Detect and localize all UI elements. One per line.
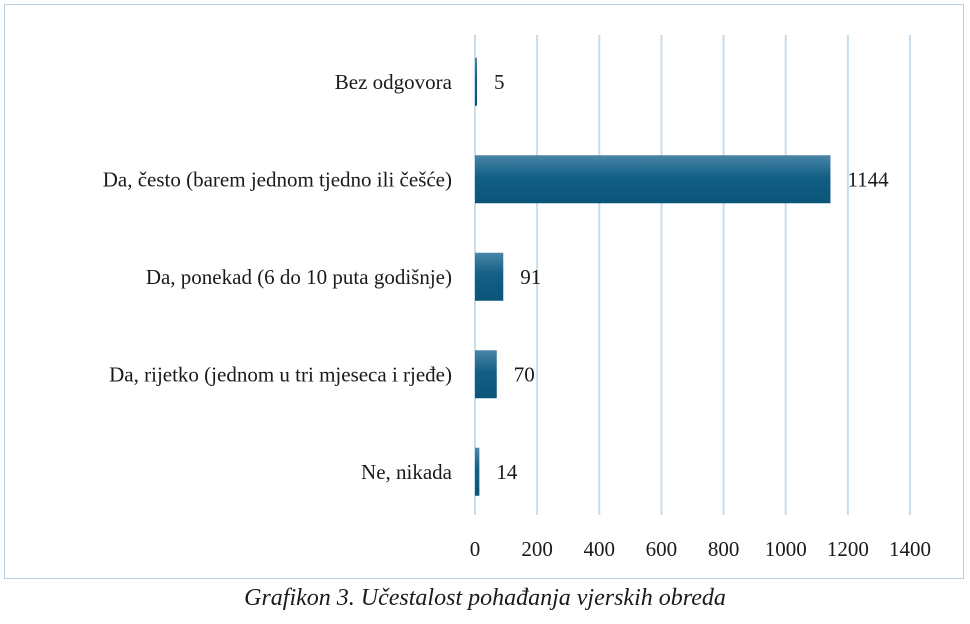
bar <box>475 252 504 301</box>
figure-caption: Grafikon 3. Učestalost pohađanja vjerski… <box>244 585 726 611</box>
bar <box>475 350 497 399</box>
gridlines <box>474 35 911 515</box>
x-tick-label: 200 <box>521 537 553 561</box>
category-label: Da, ponekad (6 do 10 puta godišnje) <box>146 265 452 289</box>
category-label: Da, rijetko (jednom u tri mjeseca i rjeđ… <box>109 362 452 386</box>
x-tick-label: 400 <box>584 537 616 561</box>
category-label: Ne, nikada <box>361 460 453 484</box>
labels: 0 200 400 600 800 1000 1200 1400 Bez odgovora 5 Da… <box>103 70 931 561</box>
bar <box>475 447 480 496</box>
category-label: Bez odgovora <box>335 70 453 94</box>
x-tick-label: 600 <box>646 537 678 561</box>
x-tick-label: 1000 <box>765 537 807 561</box>
bars <box>475 57 831 496</box>
x-tick-label: 800 <box>708 537 740 561</box>
data-label: 91 <box>520 265 541 289</box>
bar-chart: 0 200 400 600 800 1000 1200 1400 Bez odgovora 5 Da… <box>103 35 931 561</box>
data-label: 14 <box>496 460 517 484</box>
x-tick-label: 1400 <box>889 537 931 561</box>
data-label: 5 <box>494 70 505 94</box>
data-label: 1144 <box>847 167 889 191</box>
x-tick-label: 0 <box>470 537 481 561</box>
bar <box>475 155 831 204</box>
data-label: 70 <box>514 362 535 386</box>
bar <box>475 57 477 106</box>
x-tick-label: 1200 <box>827 537 869 561</box>
category-label: Da, često (barem jednom tjedno ili češće… <box>103 167 452 191</box>
